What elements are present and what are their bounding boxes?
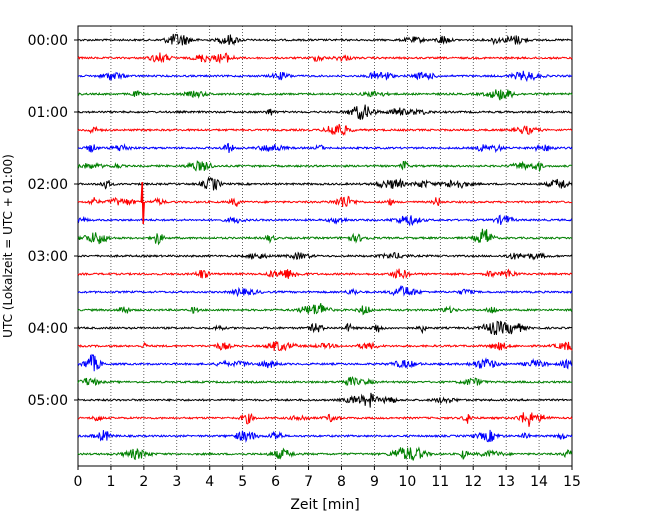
x-tick-label: 15	[563, 474, 581, 490]
x-tick-label: 6	[271, 474, 280, 490]
event-spike	[140, 181, 145, 225]
trace-line	[77, 142, 573, 154]
x-tick-label: 13	[497, 474, 515, 490]
trace-line	[77, 33, 573, 46]
trace-line	[77, 429, 573, 443]
y-tick-label: 01:00	[28, 105, 68, 121]
x-tick-label: 0	[74, 474, 83, 490]
y-tick-label: 02:00	[28, 177, 68, 193]
y-axis-label: UTC (Lokalzeit = UTC + 01:00)	[1, 154, 15, 338]
x-tick-label: 1	[106, 474, 115, 490]
x-tick-label: 2	[139, 474, 148, 490]
trace-line	[77, 320, 573, 336]
trace-line	[77, 376, 573, 387]
y-tick-label: 00:00	[28, 33, 68, 49]
trace-line	[77, 176, 573, 191]
x-tick-label: 3	[172, 474, 181, 490]
trace-line	[77, 52, 573, 64]
x-tick-label: 12	[464, 474, 482, 490]
trace-line	[77, 159, 573, 173]
trace-line	[77, 303, 573, 316]
x-axis-label: Zeit [min]	[290, 497, 359, 513]
trace-line	[78, 412, 573, 427]
y-tick-label: 03:00	[28, 249, 68, 265]
trace-line	[77, 251, 573, 261]
trace-line	[77, 228, 573, 246]
trace-line	[77, 214, 573, 227]
vertical-grid	[110, 26, 540, 466]
x-tick-label: 10	[398, 474, 416, 490]
trace-line	[77, 340, 573, 352]
x-tick-label: 14	[530, 474, 548, 490]
x-tick-label: 8	[337, 474, 346, 490]
trace-line	[77, 104, 573, 120]
trace-line	[77, 392, 573, 408]
y-axis-ticks: 00:00 01:00 02:00 03:00 04:00 05:00	[28, 33, 78, 409]
x-tick-label: 4	[205, 474, 214, 490]
x-tick-label: 11	[431, 474, 449, 490]
seismic-traces	[77, 33, 573, 461]
y-tick-label: 05:00	[28, 393, 68, 409]
trace-line	[77, 123, 573, 137]
plot-area-frame	[77, 25, 573, 467]
x-axis-ticks: 0 1 2 3 4 5 6 7 8 9 10 11 12 13 14 15	[74, 466, 581, 490]
y-tick-label: 04:00	[28, 321, 68, 337]
x-tick-label: 7	[304, 474, 313, 490]
trace-line	[77, 70, 573, 83]
x-tick-label: 5	[238, 474, 247, 490]
trace-line	[77, 446, 573, 461]
x-tick-label: 9	[370, 474, 379, 490]
trace-line	[77, 268, 573, 280]
trace-line	[77, 195, 573, 208]
trace-line	[77, 353, 573, 372]
trace-line	[77, 89, 573, 101]
trace-line	[77, 285, 573, 298]
